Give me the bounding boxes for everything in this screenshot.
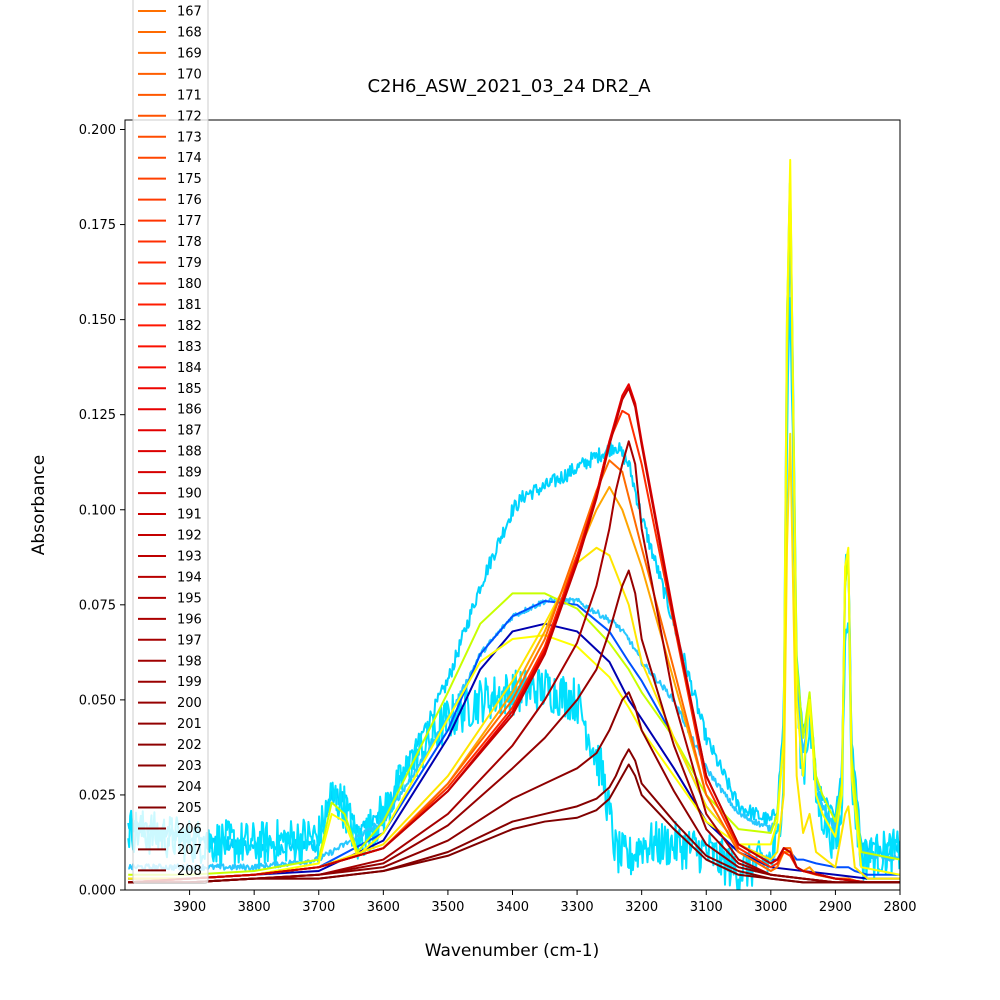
x-tick-label: 3300 xyxy=(561,900,594,915)
legend-label: 187 xyxy=(177,424,202,439)
y-tick-label: 0.125 xyxy=(79,408,116,423)
x-axis: 3900 3800 3700 3600 3500 3400 3300 3200 3100 3000… xyxy=(173,890,917,915)
legend-label: 180 xyxy=(177,277,202,292)
spectrum-line xyxy=(128,158,900,880)
x-tick-label: 3000 xyxy=(754,900,787,915)
y-tick-label: 0.000 xyxy=(79,884,116,899)
legend-label: 195 xyxy=(177,591,202,606)
legend-label: 200 xyxy=(177,696,202,711)
x-tick-label: 2900 xyxy=(819,900,852,915)
y-tick-label: 0.175 xyxy=(79,218,116,233)
legend-label: 206 xyxy=(177,822,202,837)
legend-label: 190 xyxy=(177,487,202,502)
y-axis-label: Absorbance xyxy=(29,455,49,555)
x-tick-label: 3100 xyxy=(690,900,723,915)
legend-label: 188 xyxy=(177,445,202,460)
legend-label: 196 xyxy=(177,612,202,627)
legend-label: 169 xyxy=(177,46,202,61)
legend: 167 168 169 170 171 172 173 174 175 176 177 178 179 1… xyxy=(132,0,209,884)
spectrum-line xyxy=(128,691,900,884)
legend-label: 208 xyxy=(177,864,202,879)
x-tick-label: 3700 xyxy=(302,900,335,915)
legend-label: 199 xyxy=(177,675,202,690)
y-tick-label: 0.075 xyxy=(79,598,116,613)
legend-label: 203 xyxy=(177,759,202,774)
legend-label: 197 xyxy=(177,633,202,648)
y-tick-label: 0.200 xyxy=(79,123,116,138)
x-tick-label: 3900 xyxy=(173,900,206,915)
series-layer xyxy=(127,158,900,890)
legend-label: 193 xyxy=(177,549,202,564)
legend-label: 181 xyxy=(177,298,202,313)
x-axis-label: Wavenumber (cm-1) xyxy=(425,941,600,961)
chart-title: C2H6_ASW_2021_03_24 DR2_A xyxy=(367,76,651,97)
x-tick-label: 2800 xyxy=(883,900,916,915)
legend-label: 186 xyxy=(177,403,202,418)
x-tick-label: 3200 xyxy=(625,900,658,915)
legend-label: 189 xyxy=(177,466,202,481)
spectrum-line xyxy=(128,763,900,884)
legend-label: 198 xyxy=(177,654,202,669)
y-axis: 0.000 0.025 0.050 0.075 0.100 0.125 0.150 0.175… xyxy=(79,123,125,899)
x-tick-label: 3600 xyxy=(367,900,400,915)
legend-label: 177 xyxy=(177,214,202,229)
legend-label: 171 xyxy=(177,88,202,103)
y-tick-label: 0.100 xyxy=(79,503,116,518)
legend-label: 202 xyxy=(177,738,202,753)
legend-label: 185 xyxy=(177,382,202,397)
legend-label: 170 xyxy=(177,67,202,82)
spectrum-line xyxy=(128,387,900,884)
legend-label: 172 xyxy=(177,109,202,124)
y-tick-label: 0.025 xyxy=(79,788,116,803)
legend-label: 167 xyxy=(177,5,202,20)
x-tick-label: 3500 xyxy=(431,900,464,915)
legend-label: 192 xyxy=(177,529,202,544)
legend-label: 194 xyxy=(177,570,202,585)
legend-label: 201 xyxy=(177,717,202,732)
legend-label: 168 xyxy=(177,25,202,40)
legend-label: 179 xyxy=(177,256,202,271)
legend-label: 204 xyxy=(177,780,202,795)
legend-label: 173 xyxy=(177,130,202,145)
legend-label: 178 xyxy=(177,235,202,250)
legend-label: 176 xyxy=(177,193,202,208)
legend-label: 191 xyxy=(177,508,202,523)
y-tick-label: 0.050 xyxy=(79,693,116,708)
legend-label: 207 xyxy=(177,843,202,858)
x-tick-label: 3400 xyxy=(496,900,529,915)
legend-label: 182 xyxy=(177,319,202,334)
legend-label: 183 xyxy=(177,340,202,355)
legend-label: 205 xyxy=(177,801,202,816)
y-tick-label: 0.150 xyxy=(79,313,116,328)
x-tick-label: 3800 xyxy=(238,900,271,915)
legend-label: 184 xyxy=(177,361,202,376)
legend-label: 175 xyxy=(177,172,202,187)
legend-label: 174 xyxy=(177,151,202,166)
